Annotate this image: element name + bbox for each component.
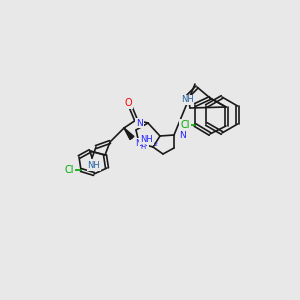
Text: H: H <box>140 144 145 150</box>
Text: Cl: Cl <box>64 165 74 175</box>
Text: Cl: Cl <box>180 120 190 130</box>
Text: N: N <box>136 118 143 127</box>
Text: NH: NH <box>140 136 153 145</box>
Text: O: O <box>124 98 132 108</box>
Text: NH: NH <box>88 161 100 170</box>
Text: NH: NH <box>181 95 194 104</box>
Text: N: N <box>179 130 186 140</box>
Polygon shape <box>124 128 134 140</box>
Text: NH: NH <box>136 139 148 148</box>
Text: 2: 2 <box>153 142 157 148</box>
